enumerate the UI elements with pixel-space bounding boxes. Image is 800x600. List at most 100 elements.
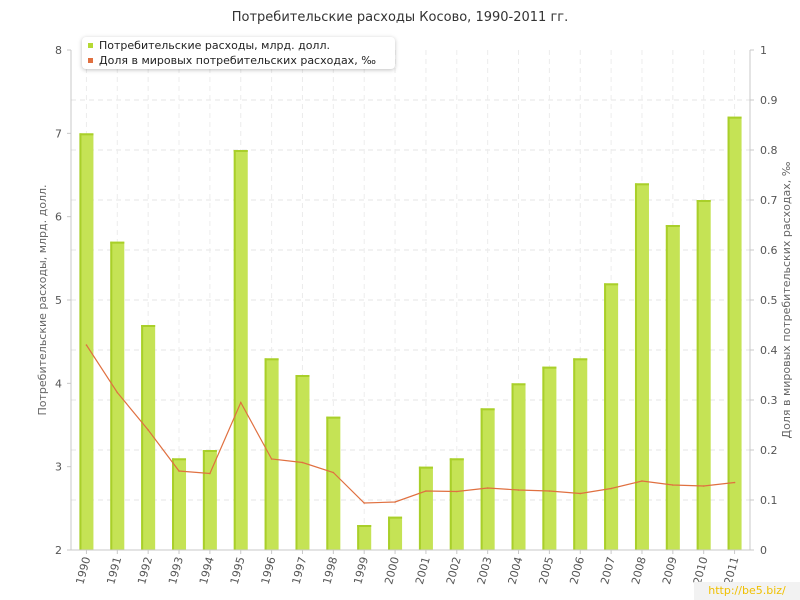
line-point — [239, 401, 242, 404]
y-tick-label-right: 0.1 — [760, 494, 778, 507]
x-tick-label: 1994 — [197, 555, 217, 585]
x-tick-label: 1996 — [259, 555, 279, 585]
bar — [480, 408, 495, 550]
bar — [727, 116, 742, 551]
bar-top — [604, 283, 619, 286]
x-tick-label: 2002 — [444, 555, 464, 585]
y-tick-label-right: 1 — [760, 44, 767, 57]
y-tick-label-left: 3 — [55, 461, 62, 474]
bar — [573, 358, 588, 550]
x-tick-label: 2003 — [475, 555, 495, 585]
bar — [604, 283, 619, 550]
bar-edge — [388, 516, 391, 550]
bar-edge — [141, 325, 144, 550]
bar-top — [79, 133, 94, 136]
bar-edge — [264, 358, 267, 550]
bar-edge — [665, 225, 668, 550]
chart-title: Потребительские расходы Косово, 1990-201… — [231, 10, 569, 25]
bar-top — [141, 325, 156, 327]
legend-swatch-line — [88, 57, 93, 63]
bar-top — [542, 366, 557, 369]
bar-top — [480, 408, 495, 411]
bar-edge — [696, 200, 699, 550]
bar — [634, 183, 649, 551]
line-point — [702, 485, 705, 487]
line-point — [178, 470, 180, 472]
x-tick-label: 2000 — [382, 555, 402, 585]
line-point — [147, 429, 149, 431]
bar-edge — [511, 383, 514, 550]
bar — [511, 383, 526, 550]
line-series — [85, 344, 735, 504]
bar-edge — [542, 366, 545, 550]
y-tick-label-left: 2 — [55, 544, 62, 557]
y-tick-label-right: 0.6 — [760, 244, 778, 257]
x-tick-label: 1999 — [351, 555, 371, 585]
x-tick-label: 2004 — [506, 555, 526, 585]
bar-edge — [172, 458, 175, 550]
line-point — [672, 484, 674, 486]
bar-top — [295, 375, 310, 377]
line-point — [641, 480, 643, 482]
legend-label-bars: Потребительские расходы, млрд. долл. — [99, 39, 330, 52]
legend-item-bars[interactable]: Потребительские расходы, млрд. долл. — [88, 38, 395, 53]
bar — [233, 150, 248, 550]
line-point — [85, 344, 88, 346]
bar-edge — [326, 416, 329, 550]
bar — [696, 200, 711, 550]
bar — [357, 525, 372, 550]
y-axis-title-right: Доля в мировых потребительских расходах,… — [780, 161, 793, 438]
bar-edge — [449, 458, 452, 550]
line-point — [486, 487, 489, 489]
bar-top — [202, 450, 217, 452]
bar — [542, 366, 557, 550]
line-point — [209, 472, 211, 475]
y-tick-label-right: 0.2 — [760, 444, 778, 457]
line-point — [394, 501, 396, 503]
bar-edge — [480, 408, 483, 550]
x-tick-label: 1997 — [290, 555, 310, 585]
line-point — [517, 489, 520, 491]
legend-item-line[interactable]: Доля в мировых потребительских расходах,… — [88, 53, 395, 68]
x-tick-label: 2009 — [660, 555, 680, 585]
x-tick-label: 2006 — [567, 555, 587, 585]
bar — [388, 516, 403, 550]
bar-edge — [573, 358, 576, 550]
watermark-link[interactable]: http://be5.biz/ — [694, 582, 800, 600]
bar-top — [418, 466, 433, 469]
bar-top — [727, 116, 742, 119]
bar-edge — [202, 450, 205, 550]
bar-edge — [418, 466, 421, 550]
bar — [202, 450, 217, 550]
line-point — [733, 481, 736, 484]
bar-edge — [727, 116, 730, 551]
chart-legend: Потребительские расходы, млрд. долл. Дол… — [82, 37, 395, 69]
x-tick-label: 2005 — [536, 555, 556, 585]
y-tick-label-right: 0.5 — [760, 294, 778, 307]
bar-edge — [110, 241, 113, 550]
bar-edge — [357, 525, 360, 550]
bar — [418, 466, 433, 550]
bar-top — [172, 458, 187, 461]
bar — [665, 225, 680, 550]
y-tick-label-right: 0.4 — [760, 344, 778, 357]
bar-top — [388, 516, 403, 519]
y-tick-label-right: 0.9 — [760, 94, 778, 107]
y-tick-label-left: 7 — [55, 127, 62, 140]
bar-edge — [79, 133, 82, 551]
x-tick-label: 1995 — [228, 555, 248, 585]
bar-top — [326, 416, 341, 419]
x-tick-label: 1993 — [166, 555, 186, 585]
bar — [326, 416, 341, 550]
bar — [141, 325, 156, 550]
bar-top — [511, 383, 526, 386]
bar — [79, 133, 94, 551]
line-point — [116, 391, 119, 394]
bar-edge — [295, 375, 298, 550]
y-tick-label-left: 5 — [55, 294, 62, 307]
y-tick-label-left: 8 — [55, 44, 62, 57]
y-tick-label-left: 4 — [55, 377, 62, 390]
y-tick-label-right: 0.3 — [760, 394, 778, 407]
bar-top — [357, 525, 372, 527]
line-point — [332, 471, 335, 474]
